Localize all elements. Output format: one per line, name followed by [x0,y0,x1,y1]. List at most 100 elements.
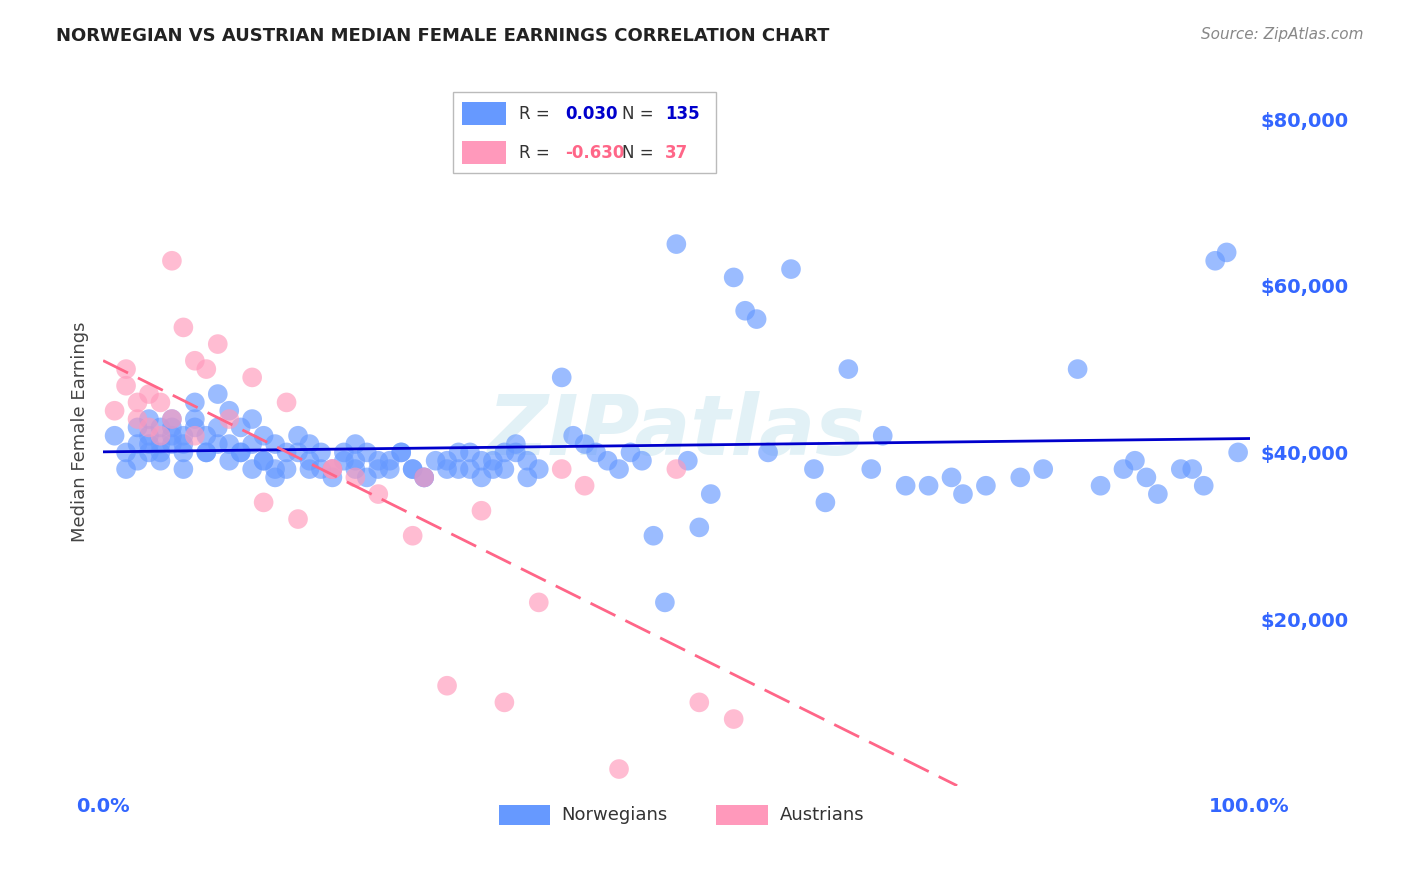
Point [574,479,596,493]
Point [138,437,160,451]
Point [138,387,160,401]
Point [149,454,172,468]
Point [574,437,596,451]
Point [1032,462,1054,476]
Point [138,428,160,442]
Point [287,512,309,526]
Point [253,454,276,468]
Point [643,529,665,543]
Point [1204,253,1226,268]
Text: R =: R = [519,144,555,161]
Point [287,428,309,442]
Point [1135,470,1157,484]
Point [253,454,276,468]
Point [172,320,194,334]
Point [160,428,183,442]
Point [309,462,332,476]
FancyBboxPatch shape [463,141,506,164]
Point [127,437,149,451]
Point [276,445,298,459]
Point [447,445,470,459]
Point [240,412,263,426]
Point [333,454,356,468]
Point [138,420,160,434]
Point [1170,462,1192,476]
Point [723,712,745,726]
Point [1147,487,1170,501]
Text: Austrians: Austrians [779,805,865,823]
Point [596,454,619,468]
Point [264,437,287,451]
Point [149,437,172,451]
Point [356,445,378,459]
Point [218,412,240,426]
Point [952,487,974,501]
Point [172,437,194,451]
Point [287,445,309,459]
Point [378,462,401,476]
Point [240,462,263,476]
Point [402,462,425,476]
Point [344,470,367,484]
Point [494,462,516,476]
Point [860,462,883,476]
Point [745,312,768,326]
Point [367,462,389,476]
Point [195,445,218,459]
Point [402,529,425,543]
Text: 37: 37 [665,144,688,161]
Point [413,470,436,484]
Point [470,470,492,484]
Point [436,462,458,476]
Text: -0.630: -0.630 [565,144,624,161]
Point [207,337,229,351]
Point [734,303,756,318]
Point [195,445,218,459]
Point [172,428,194,442]
Point [1192,479,1215,493]
Point [127,395,149,409]
Point [1123,454,1146,468]
Point [172,462,194,476]
Point [321,462,343,476]
Point [115,445,138,459]
Point [551,462,574,476]
Point [974,479,997,493]
Point [195,428,218,442]
Point [218,403,240,417]
Point [482,462,505,476]
Point [413,470,436,484]
FancyBboxPatch shape [499,805,550,825]
Point [562,428,585,442]
Text: 0.030: 0.030 [565,104,617,122]
Point [321,462,343,476]
Point [551,370,574,384]
Point [160,420,183,434]
Point [607,762,630,776]
Point [184,420,207,434]
Point [494,445,516,459]
Point [367,454,389,468]
Point [276,395,298,409]
Point [104,403,127,417]
Point [505,445,527,459]
Point [516,470,538,484]
Text: N =: N = [623,104,659,122]
Point [127,454,149,468]
Point [1090,479,1112,493]
Point [149,445,172,459]
Point [458,445,481,459]
Point [447,462,470,476]
Point [723,270,745,285]
Point [344,437,367,451]
Point [654,595,676,609]
Point [803,462,825,476]
Point [160,412,183,426]
Point [872,428,894,442]
Point [413,470,436,484]
Point [700,487,723,501]
Point [619,445,641,459]
Point [505,437,527,451]
Point [516,454,538,468]
Text: R =: R = [519,104,555,122]
